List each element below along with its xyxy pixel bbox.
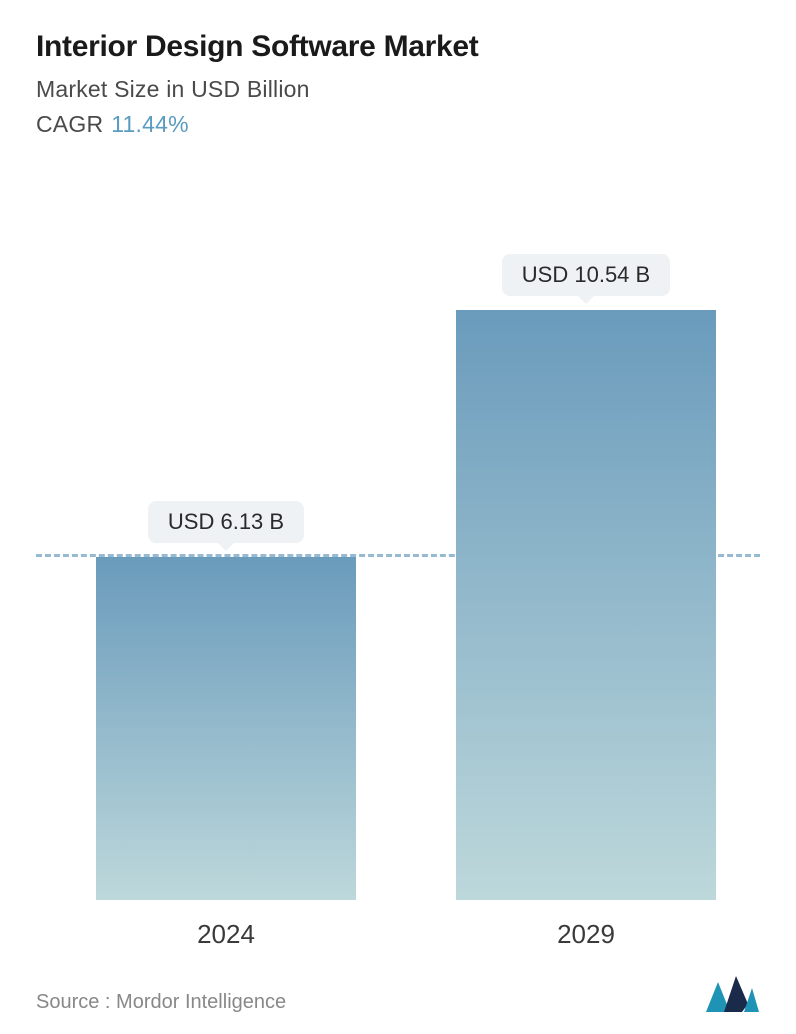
cagr-line: CAGR 11.44% [36,111,760,138]
x-axis-label: 2024 [96,919,356,950]
chart-plot-area: USD 6.13 B USD 10.54 B 2024 2029 [36,168,760,950]
bar-group: USD 6.13 B [96,501,356,900]
chart-subtitle: Market Size in USD Billion [36,76,760,103]
brand-logo-icon [704,974,760,1014]
chart-container: Interior Design Software Market Market S… [0,0,796,1034]
cagr-label: CAGR [36,111,103,137]
chart-title: Interior Design Software Market [36,30,760,64]
cagr-value: 11.44% [111,111,189,137]
chart-footer: Source : Mordor Intelligence [36,960,760,1014]
source-text: Source : Mordor Intelligence [36,991,286,1014]
bar [456,310,716,900]
value-badge: USD 10.54 B [502,254,670,296]
x-axis-label: 2029 [456,919,716,950]
bar-group: USD 10.54 B [456,254,716,900]
value-badge: USD 6.13 B [148,501,304,543]
bars-wrap: USD 6.13 B USD 10.54 B [36,240,760,900]
bar [96,557,356,900]
